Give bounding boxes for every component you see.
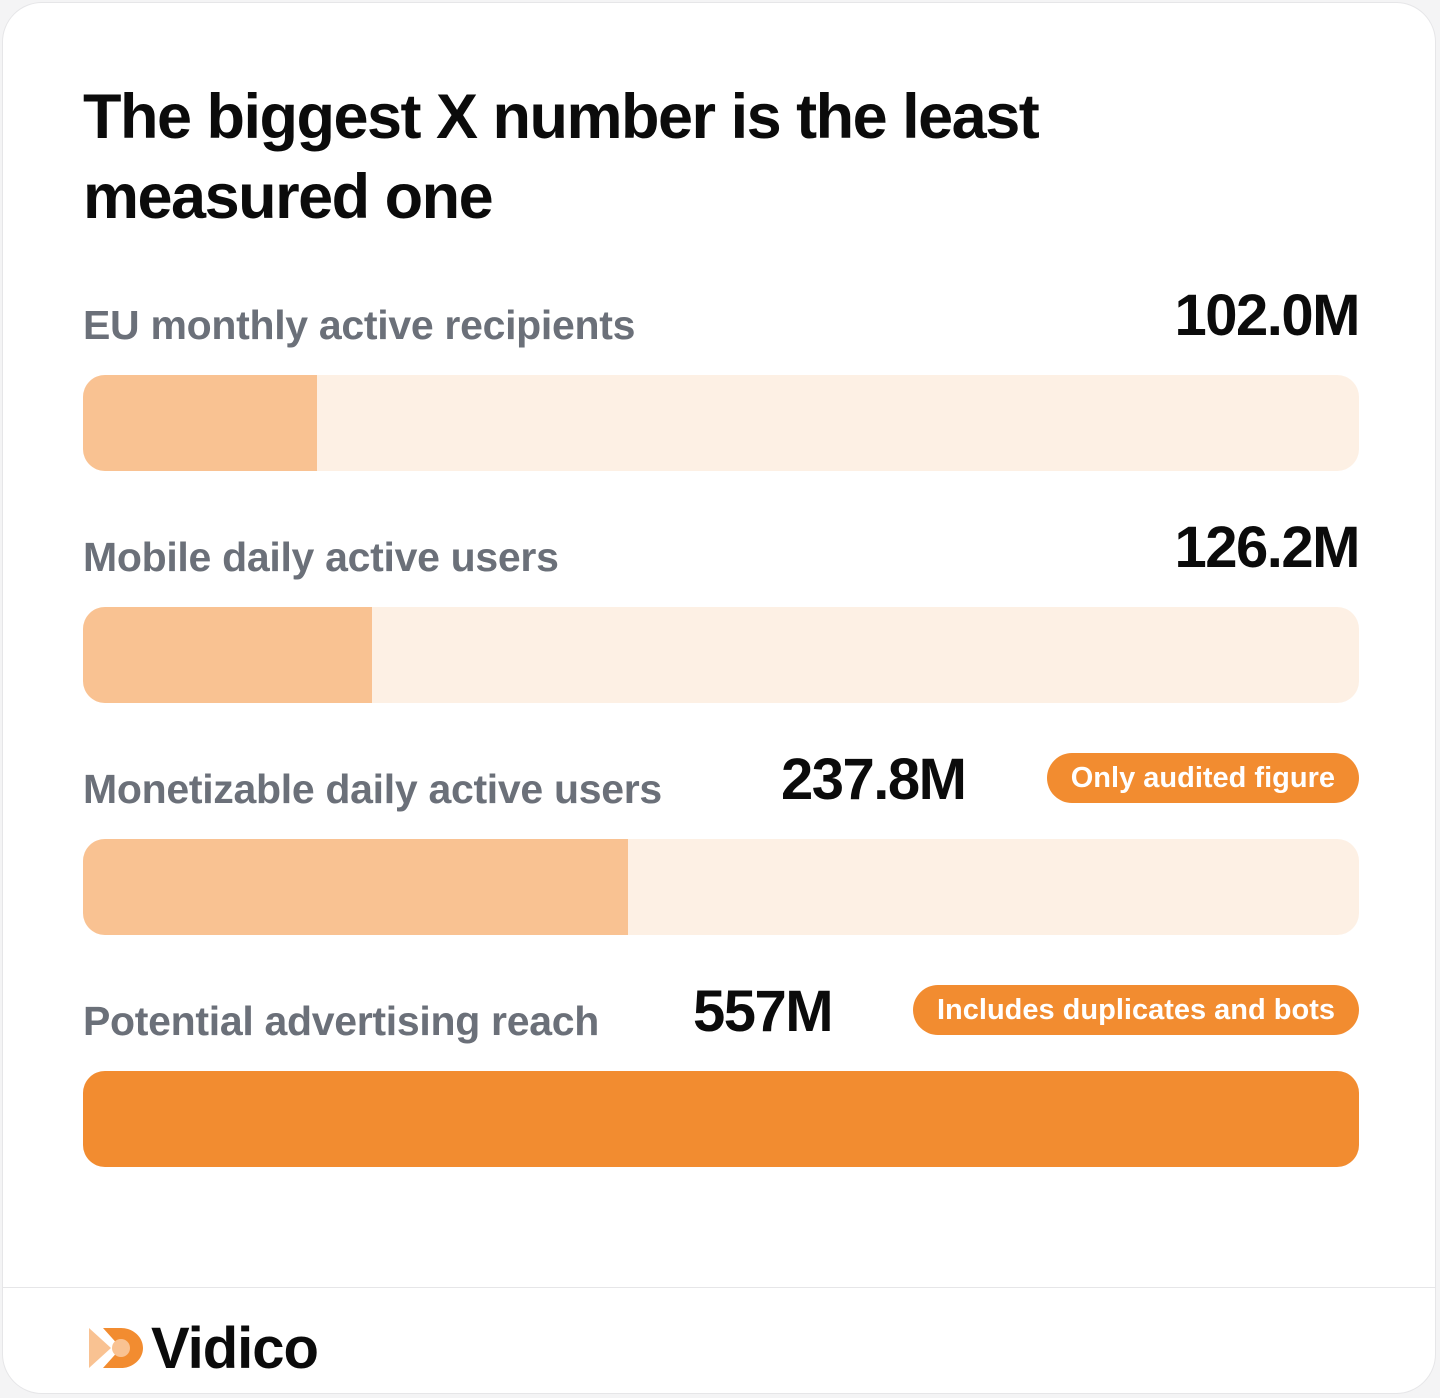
- bar-label: Mobile daily active users: [83, 534, 559, 580]
- bar-row: Mobile daily active users 126.2M: [83, 511, 1361, 703]
- bar: [83, 1071, 1359, 1167]
- chart-title: The biggest X number is the least measur…: [83, 82, 1040, 232]
- bar-track: [83, 839, 1359, 935]
- bar-row: Monetizable daily active users 237.8M On…: [83, 743, 1359, 935]
- bar-value-label: 237.8M: [781, 747, 967, 812]
- footer-divider: [3, 1287, 1435, 1288]
- annotation-badge: Only audited figure: [1046, 753, 1359, 803]
- bar-value-label: 126.2M: [1174, 515, 1361, 580]
- bar: [83, 375, 317, 471]
- bar: [83, 607, 373, 703]
- bar-row: EU monthly active recipients 102.0M: [83, 279, 1361, 471]
- bar-row: Potential advertising reach 557M Include…: [83, 975, 1359, 1167]
- brand-name: Vidico: [151, 1315, 319, 1381]
- vidico-logo-icon: [89, 1328, 143, 1368]
- annotation-badge: Includes duplicates and bots: [912, 985, 1359, 1035]
- bar-value-label: 102.0M: [1174, 283, 1361, 348]
- bar-label: Potential advertising reach: [83, 998, 599, 1044]
- bar-track: [83, 607, 1359, 703]
- bar-label: Monetizable daily active users: [83, 766, 662, 812]
- bar-track: [83, 1071, 1359, 1167]
- bar-value-label: 557M: [693, 979, 834, 1044]
- bar: [83, 839, 628, 935]
- bar-track: [83, 375, 1359, 471]
- brand-logo[interactable]: Vidico: [89, 1315, 319, 1381]
- bar-label: EU monthly active recipients: [83, 302, 636, 348]
